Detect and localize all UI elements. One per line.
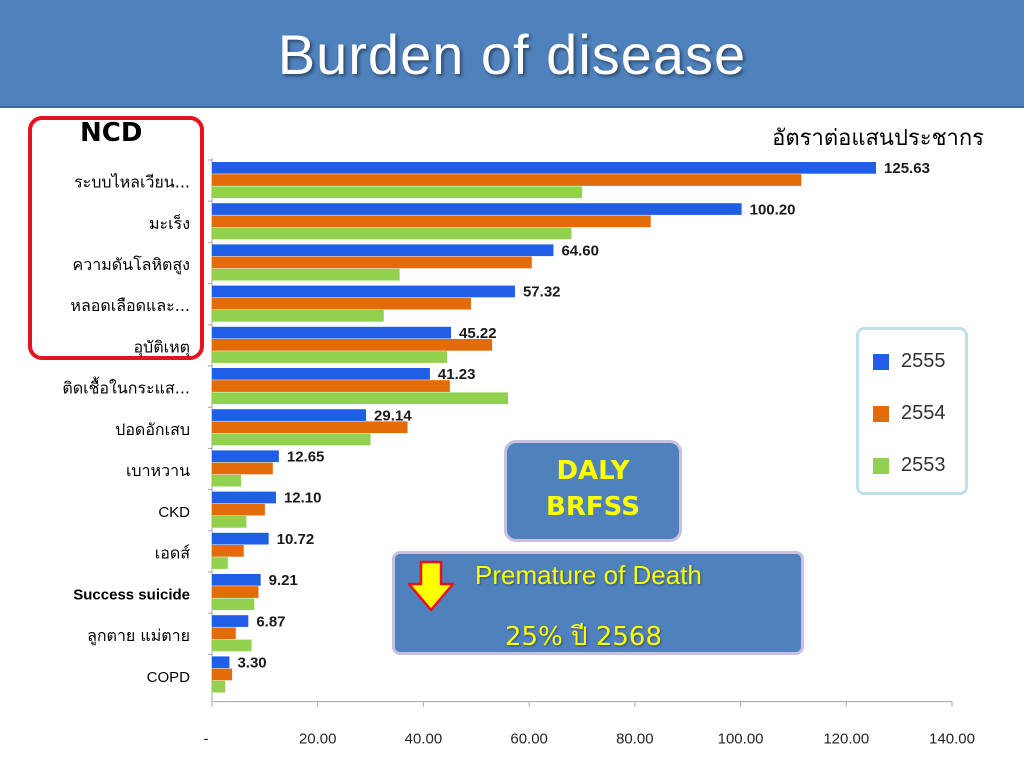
category-label: ความดันโลหิตสูง xyxy=(73,255,190,275)
bar-2555 xyxy=(212,285,515,298)
bar-2555 xyxy=(212,532,269,545)
bar-2553 xyxy=(212,268,400,281)
category-label: ระบบไหลเวียน... xyxy=(74,173,190,192)
bar-2555 xyxy=(212,162,877,174)
bar-2553 xyxy=(212,186,582,199)
bar-2555 xyxy=(212,409,367,421)
category-label: CKD xyxy=(158,504,190,521)
legend-item-2553: 2553 xyxy=(873,454,946,477)
data-label: 12.65 xyxy=(287,449,325,466)
title-banner: Burden of disease xyxy=(0,0,1024,108)
data-label: 12.10 xyxy=(284,490,322,507)
x-tick-label: 60.00 xyxy=(510,731,548,748)
bar-2554 xyxy=(212,668,233,681)
bar-2555 xyxy=(212,203,742,215)
x-tick-label: 140.00 xyxy=(929,731,975,748)
daly-brfss-callout: DALY BRFSS xyxy=(504,440,682,542)
legend-swatch-2555 xyxy=(873,353,889,370)
bar-2554 xyxy=(212,339,493,351)
data-label: 41.23 xyxy=(438,366,476,383)
bar-2555 xyxy=(212,615,249,627)
data-label: 9.21 xyxy=(269,572,298,589)
bar-2553 xyxy=(212,433,371,446)
legend-item-2554: 2554 xyxy=(873,402,946,425)
x-tick-label: 100.00 xyxy=(718,731,764,748)
x-tick-label: 120.00 xyxy=(823,731,869,748)
bar-2554 xyxy=(212,215,651,228)
ncd-highlight-box xyxy=(28,116,204,360)
bar-2554 xyxy=(212,545,244,557)
bar-2553 xyxy=(212,680,226,693)
ncd-label: NCD xyxy=(80,118,143,148)
legend-swatch-2553 xyxy=(873,457,889,474)
data-label: 100.20 xyxy=(750,201,796,218)
x-tick-label: 20.00 xyxy=(299,731,337,748)
data-label: 3.30 xyxy=(237,655,266,672)
bar-2554 xyxy=(212,627,236,640)
unit-label: อัตราต่อแสนประชากร xyxy=(772,126,984,151)
down-arrow-icon xyxy=(407,560,455,612)
data-label: 10.72 xyxy=(277,531,315,548)
bar-2555 xyxy=(212,368,430,380)
bar-2553 xyxy=(212,516,247,528)
brfss-label: BRFSS xyxy=(546,492,640,522)
legend-label-2553: 2553 xyxy=(901,454,946,476)
bar-2555 xyxy=(212,574,261,586)
bar-2555 xyxy=(212,326,452,339)
legend-swatch-2554 xyxy=(873,405,889,422)
data-label: 64.60 xyxy=(561,243,599,260)
bar-2553 xyxy=(212,639,252,652)
premature-death-callout: Premature of Death 25% ปี 2568 xyxy=(392,551,804,655)
premature-death-title: Premature of Death xyxy=(475,560,702,590)
legend-label-2555: 2555 xyxy=(901,350,946,372)
category-label: อุบัติเหตุ xyxy=(133,337,190,357)
legend-item-2555: 2555 xyxy=(873,350,946,373)
bar-2555 xyxy=(212,491,276,504)
data-label: 29.14 xyxy=(374,407,412,424)
category-label: มะเร็ง xyxy=(149,213,190,233)
category-label: ติดเชื้อในกระแส... xyxy=(62,377,190,398)
bar-2555 xyxy=(212,244,554,257)
chart-legend: 2555 2554 2553 xyxy=(856,327,968,495)
x-tick-label: 40.00 xyxy=(405,731,443,748)
bar-2554 xyxy=(212,586,259,598)
category-label: ปอดอักเสบ xyxy=(115,420,190,439)
bar-2554 xyxy=(212,421,408,434)
bar-2554 xyxy=(212,297,471,310)
bar-2554 xyxy=(212,380,450,392)
category-label: COPD xyxy=(147,669,191,686)
bar-2553 xyxy=(212,598,255,611)
data-label: 45.22 xyxy=(459,325,497,342)
x-tick-label: - xyxy=(204,731,209,748)
category-label: หลอดเลือดและ... xyxy=(70,296,190,315)
category-label: ลูกตาย แม่ตาย xyxy=(87,626,190,646)
data-label: 6.87 xyxy=(256,613,285,630)
page-title: Burden of disease xyxy=(277,23,747,86)
bar-2553 xyxy=(212,392,508,405)
bar-2553 xyxy=(212,557,228,569)
category-label: เอดส์ xyxy=(155,543,190,562)
x-tick-label: 80.00 xyxy=(616,731,654,748)
category-label: Success suicide xyxy=(73,587,190,604)
bar-2553 xyxy=(212,351,448,363)
bar-2555 xyxy=(212,656,230,669)
bar-2553 xyxy=(212,474,242,487)
bar-2554 xyxy=(212,462,273,475)
bar-2554 xyxy=(212,503,265,516)
daly-label: DALY xyxy=(556,456,630,486)
bar-2553 xyxy=(212,310,384,322)
data-label: 57.32 xyxy=(523,284,561,301)
premature-death-target: 25% ปี 2568 xyxy=(505,622,662,652)
bar-2555 xyxy=(212,450,279,463)
bar-2554 xyxy=(212,174,802,186)
legend-label-2554: 2554 xyxy=(901,402,946,424)
bar-2554 xyxy=(212,256,532,269)
category-label: เบาหวาน xyxy=(126,461,190,480)
bar-2553 xyxy=(212,227,572,240)
data-label: 125.63 xyxy=(884,160,930,177)
